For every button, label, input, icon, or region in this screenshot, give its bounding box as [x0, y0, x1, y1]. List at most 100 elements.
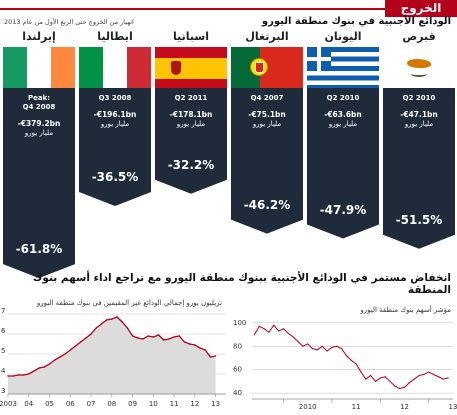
x-tick-label: 12: [190, 400, 199, 408]
banner-cyprus: Q2 2010 -€47.1bn مليار يورو -51.5%: [383, 88, 455, 249]
data-point: [311, 348, 314, 350]
data-point: [126, 327, 129, 329]
data-point: [321, 345, 323, 347]
header-rule: [0, 8, 387, 10]
page-title: الخروج السريع: [385, 0, 457, 32]
data-point: [17, 374, 20, 376]
data-point: [408, 382, 411, 384]
data-point: [22, 374, 25, 376]
data-point: [64, 353, 66, 355]
data-point: [418, 374, 420, 377]
country-spain: اسبانيا: [155, 30, 227, 90]
data-point: [199, 347, 201, 349]
data-point: [355, 363, 357, 365]
data-point: [399, 387, 401, 390]
country-greece: اليونان: [307, 30, 379, 90]
deposits-area-chart: 3 4 5 6 7 2003 04 05 06 07 08 09 10 11 12 13: [0, 308, 226, 408]
data-point: [142, 338, 144, 340]
y-tick-label: 60: [233, 366, 242, 374]
peak-date: Q3 2008: [98, 94, 132, 102]
spain-flag: [155, 47, 227, 90]
data-point: [365, 378, 367, 380]
data-point: [173, 336, 175, 338]
country-name: البرتغال: [245, 30, 289, 43]
percent-change: -47.9%: [319, 202, 367, 217]
data-point: [268, 331, 270, 333]
data-point: [278, 330, 280, 332]
y-tick-label: 7: [1, 308, 5, 315]
data-point: [204, 349, 206, 351]
banner-italy: Q3 2008 -€196.1bn مليار يورو -36.5%: [79, 88, 151, 206]
country-portugal: البرتغال: [231, 30, 303, 90]
peak-date: Peak: Q4 2008: [22, 94, 56, 111]
data-point: [389, 380, 391, 383]
data-point: [59, 356, 61, 358]
y-tick-label: 100: [233, 319, 246, 327]
data-point: [326, 350, 328, 352]
x-tick-label: 12: [400, 403, 409, 411]
data-point: [253, 333, 256, 336]
amount-unit: مليار يورو: [328, 120, 358, 128]
peak-date: Q4 2007: [250, 94, 284, 102]
amount-unit: مليار يورو: [24, 129, 54, 137]
period-note: انهيار من الخروج حتى الربع الأول من عام …: [4, 18, 134, 26]
data-point: [74, 345, 77, 347]
data-point: [370, 374, 372, 377]
banner-spain: Q2 2011 -€178.1bn مليار يورو -32.2%: [155, 88, 227, 194]
data-point: [394, 385, 396, 387]
amount-unit: مليار يورو: [404, 120, 434, 128]
data-point: [183, 341, 186, 343]
page-subtitle: الودائع الأجنبية في بنوك منطقة اليورو: [261, 16, 451, 27]
data-point: [423, 373, 425, 375]
data-point: [287, 332, 289, 334]
data-point: [147, 335, 149, 337]
data-point: [360, 371, 362, 373]
data-point: [168, 338, 170, 340]
data-point: [48, 363, 51, 365]
data-point: [214, 355, 217, 357]
data-point: [178, 335, 180, 337]
data-point: [7, 375, 9, 377]
data-point: [442, 378, 444, 380]
data-point: [111, 318, 113, 320]
country-cyprus: قبرص: [383, 30, 455, 90]
bank-index-line-chart: 100 80 60 40 2010 11 12 13: [233, 319, 457, 411]
x-tick-label: 10: [149, 400, 158, 408]
y-tick-label: 40: [233, 389, 242, 397]
data-point: [163, 339, 165, 341]
data-point: [331, 346, 333, 349]
section-title: انخفاض مستمر في الودائع الأجنبية ببنوك م…: [32, 272, 451, 296]
data-point: [188, 343, 191, 345]
x-tick-label: 11: [170, 400, 179, 408]
y-tick-label: 4: [1, 367, 6, 375]
data-point: [403, 386, 406, 388]
data-point: [28, 373, 30, 375]
data-point: [447, 377, 449, 379]
data-point: [336, 345, 338, 347]
greece-flag: [307, 47, 379, 90]
x-tick-label: 05: [45, 400, 54, 408]
data-point: [433, 373, 435, 375]
data-point: [79, 341, 82, 343]
country-name: ايطاليا: [97, 30, 133, 43]
data-point: [316, 349, 318, 351]
data-point: [297, 341, 299, 343]
country-italy: ايطاليا: [79, 30, 151, 90]
deposit-change-amount: -€379.2bn: [17, 119, 61, 128]
x-tick-label: 2003: [0, 400, 17, 408]
x-tick-label: 11: [352, 403, 361, 411]
data-point: [302, 345, 304, 347]
data-point: [350, 359, 352, 361]
country-name: اليونان: [324, 30, 362, 43]
data-point: [307, 343, 309, 345]
cyprus-flag: [383, 47, 455, 90]
y-tick-label: 3: [1, 387, 5, 395]
percent-change: -36.5%: [91, 170, 139, 185]
data-point: [90, 333, 92, 335]
y-tick-label: 80: [233, 342, 242, 350]
x-tick-label: 06: [66, 400, 75, 408]
peak-date: Q2 2010: [326, 94, 360, 102]
banner-ireland: Peak: Q4 2008 -€379.2bn مليار يورو -61.8…: [3, 88, 75, 278]
banner-greece: Q2 2010 -€63.6bn مليار يورو -47.9%: [307, 88, 379, 239]
data-point: [54, 359, 56, 361]
